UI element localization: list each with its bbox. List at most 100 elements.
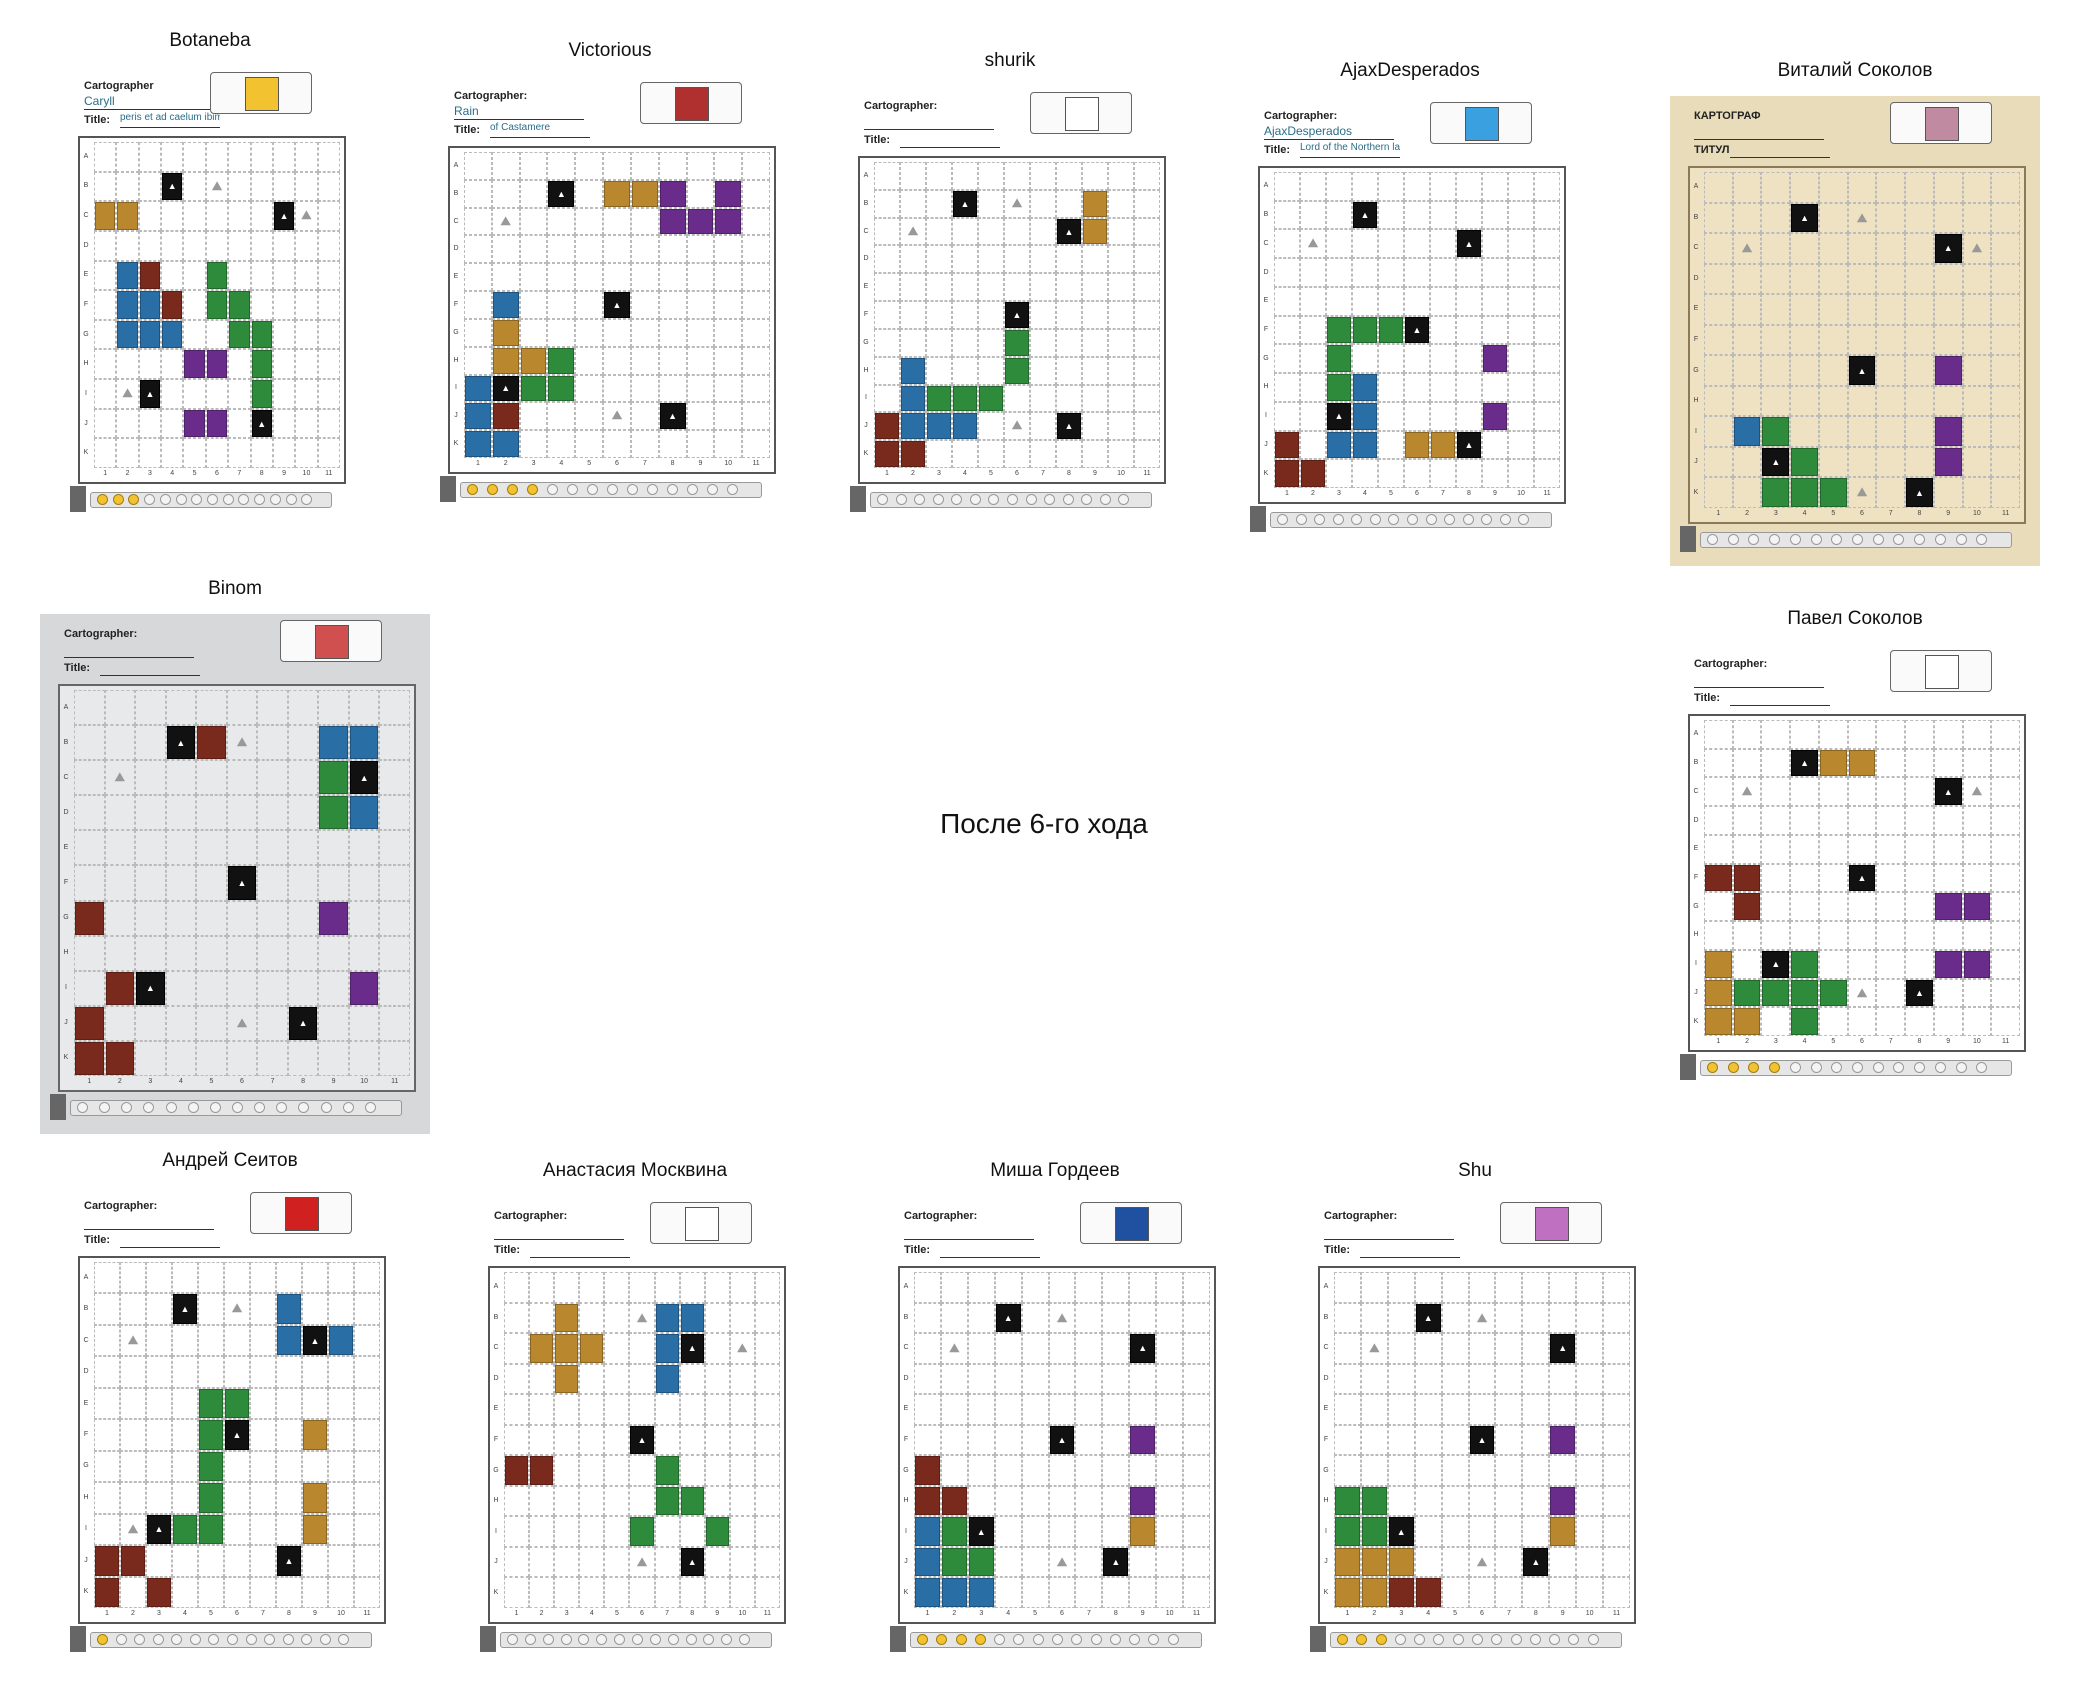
map-cell[interactable] bbox=[94, 1419, 120, 1451]
map-cell[interactable] bbox=[554, 1577, 580, 1608]
map-cell[interactable] bbox=[967, 1424, 995, 1456]
map-cell[interactable] bbox=[658, 374, 687, 403]
map-cell[interactable] bbox=[1495, 1485, 1523, 1517]
map-cell[interactable] bbox=[547, 207, 576, 236]
map-cell[interactable] bbox=[161, 260, 184, 291]
map-cell[interactable] bbox=[135, 1005, 166, 1041]
map-cell[interactable] bbox=[1414, 1363, 1442, 1395]
map-cell[interactable] bbox=[1404, 401, 1430, 431]
map-cell[interactable] bbox=[1404, 258, 1430, 287]
map-cell[interactable] bbox=[1508, 430, 1534, 460]
map-cell[interactable] bbox=[318, 865, 349, 901]
map-cell[interactable] bbox=[1905, 748, 1934, 778]
map-cell[interactable] bbox=[714, 374, 743, 403]
map-cell[interactable] bbox=[658, 263, 687, 292]
map-cell[interactable] bbox=[257, 760, 288, 796]
map-cell[interactable] bbox=[1761, 477, 1791, 508]
map-cell[interactable] bbox=[978, 245, 1004, 274]
map-cell[interactable] bbox=[1456, 315, 1482, 345]
map-cell[interactable] bbox=[250, 1324, 276, 1357]
map-cell[interactable] bbox=[575, 179, 604, 208]
map-cell[interactable] bbox=[1790, 416, 1819, 447]
map-cell[interactable] bbox=[94, 319, 117, 350]
map-cell[interactable] bbox=[504, 1424, 530, 1456]
map-cell[interactable] bbox=[1004, 412, 1030, 441]
map-cell[interactable] bbox=[604, 1333, 630, 1364]
map-cell[interactable] bbox=[287, 690, 319, 726]
map-cell[interactable] bbox=[287, 935, 319, 971]
map-cell[interactable] bbox=[714, 346, 743, 375]
map-cell[interactable] bbox=[1134, 189, 1160, 218]
map-cell[interactable] bbox=[318, 1040, 349, 1076]
map-cell[interactable] bbox=[1549, 1577, 1577, 1608]
map-cell[interactable] bbox=[328, 1324, 354, 1357]
map-cell[interactable] bbox=[1576, 1394, 1604, 1425]
map-cell[interactable] bbox=[74, 830, 105, 866]
map-cell[interactable] bbox=[754, 1272, 780, 1303]
map-cell[interactable] bbox=[1404, 286, 1430, 316]
map-cell[interactable] bbox=[704, 1363, 730, 1395]
map-cell[interactable] bbox=[1360, 1363, 1388, 1395]
map-cell[interactable] bbox=[1108, 162, 1134, 190]
map-cell[interactable] bbox=[554, 1424, 580, 1456]
map-cell[interactable] bbox=[1108, 384, 1134, 413]
map-cell[interactable] bbox=[1456, 200, 1482, 230]
map-cell[interactable] bbox=[226, 935, 258, 971]
map-cell[interactable] bbox=[1704, 978, 1733, 1008]
map-cell[interactable] bbox=[183, 260, 206, 291]
map-cell[interactable] bbox=[1456, 172, 1482, 201]
map-cell[interactable] bbox=[1876, 720, 1906, 749]
map-cell[interactable] bbox=[519, 430, 548, 458]
map-cell[interactable] bbox=[547, 291, 576, 319]
map-cell[interactable] bbox=[464, 430, 492, 458]
map-cell[interactable] bbox=[1549, 1546, 1577, 1578]
map-cell[interactable] bbox=[1082, 440, 1108, 468]
map-cell[interactable] bbox=[172, 1482, 198, 1514]
map-cell[interactable] bbox=[714, 152, 743, 180]
map-cell[interactable] bbox=[1021, 1272, 1049, 1303]
map-cell[interactable] bbox=[272, 142, 296, 172]
map-cell[interactable] bbox=[74, 970, 105, 1006]
map-cell[interactable] bbox=[161, 408, 184, 439]
map-cell[interactable] bbox=[742, 152, 770, 180]
map-cell[interactable] bbox=[1847, 748, 1877, 778]
map-cell[interactable] bbox=[464, 374, 492, 403]
map-cell[interactable] bbox=[257, 865, 288, 901]
map-cell[interactable] bbox=[116, 349, 139, 380]
map-cell[interactable] bbox=[165, 690, 197, 726]
map-cell[interactable] bbox=[1108, 328, 1134, 357]
map-cell[interactable] bbox=[1847, 233, 1877, 264]
map-cell[interactable] bbox=[1378, 172, 1404, 201]
map-cell[interactable] bbox=[654, 1577, 680, 1608]
map-cell[interactable] bbox=[658, 291, 687, 319]
map-cell[interactable] bbox=[603, 235, 631, 264]
map-cell[interactable] bbox=[704, 1272, 730, 1303]
map-cell[interactable] bbox=[1704, 233, 1733, 264]
map-cell[interactable] bbox=[1030, 217, 1056, 246]
map-cell[interactable] bbox=[1549, 1485, 1577, 1517]
map-cell[interactable] bbox=[1761, 263, 1791, 295]
map-cell[interactable] bbox=[287, 900, 319, 936]
map-cell[interactable] bbox=[1183, 1272, 1210, 1303]
map-cell[interactable] bbox=[742, 179, 770, 208]
map-cell[interactable] bbox=[1818, 748, 1848, 778]
map-cell[interactable] bbox=[1056, 328, 1082, 357]
map-cell[interactable] bbox=[196, 795, 227, 831]
map-cell[interactable] bbox=[1761, 806, 1791, 835]
map-cell[interactable] bbox=[1522, 1302, 1550, 1334]
map-cell[interactable] bbox=[704, 1516, 730, 1547]
map-cell[interactable] bbox=[1818, 892, 1848, 922]
map-cell[interactable] bbox=[354, 1324, 380, 1357]
map-cell[interactable] bbox=[1056, 273, 1082, 302]
map-cell[interactable] bbox=[1030, 328, 1056, 357]
map-cell[interactable] bbox=[104, 970, 136, 1006]
map-cell[interactable] bbox=[519, 235, 548, 264]
map-cell[interactable] bbox=[135, 690, 166, 726]
map-cell[interactable] bbox=[1933, 863, 1963, 893]
map-cell[interactable] bbox=[1790, 949, 1819, 979]
map-cell[interactable] bbox=[1004, 189, 1030, 218]
map-cell[interactable] bbox=[94, 1513, 120, 1546]
map-cell[interactable] bbox=[1704, 324, 1733, 356]
map-cell[interactable] bbox=[224, 1356, 250, 1388]
map-cell[interactable] bbox=[1704, 834, 1733, 864]
